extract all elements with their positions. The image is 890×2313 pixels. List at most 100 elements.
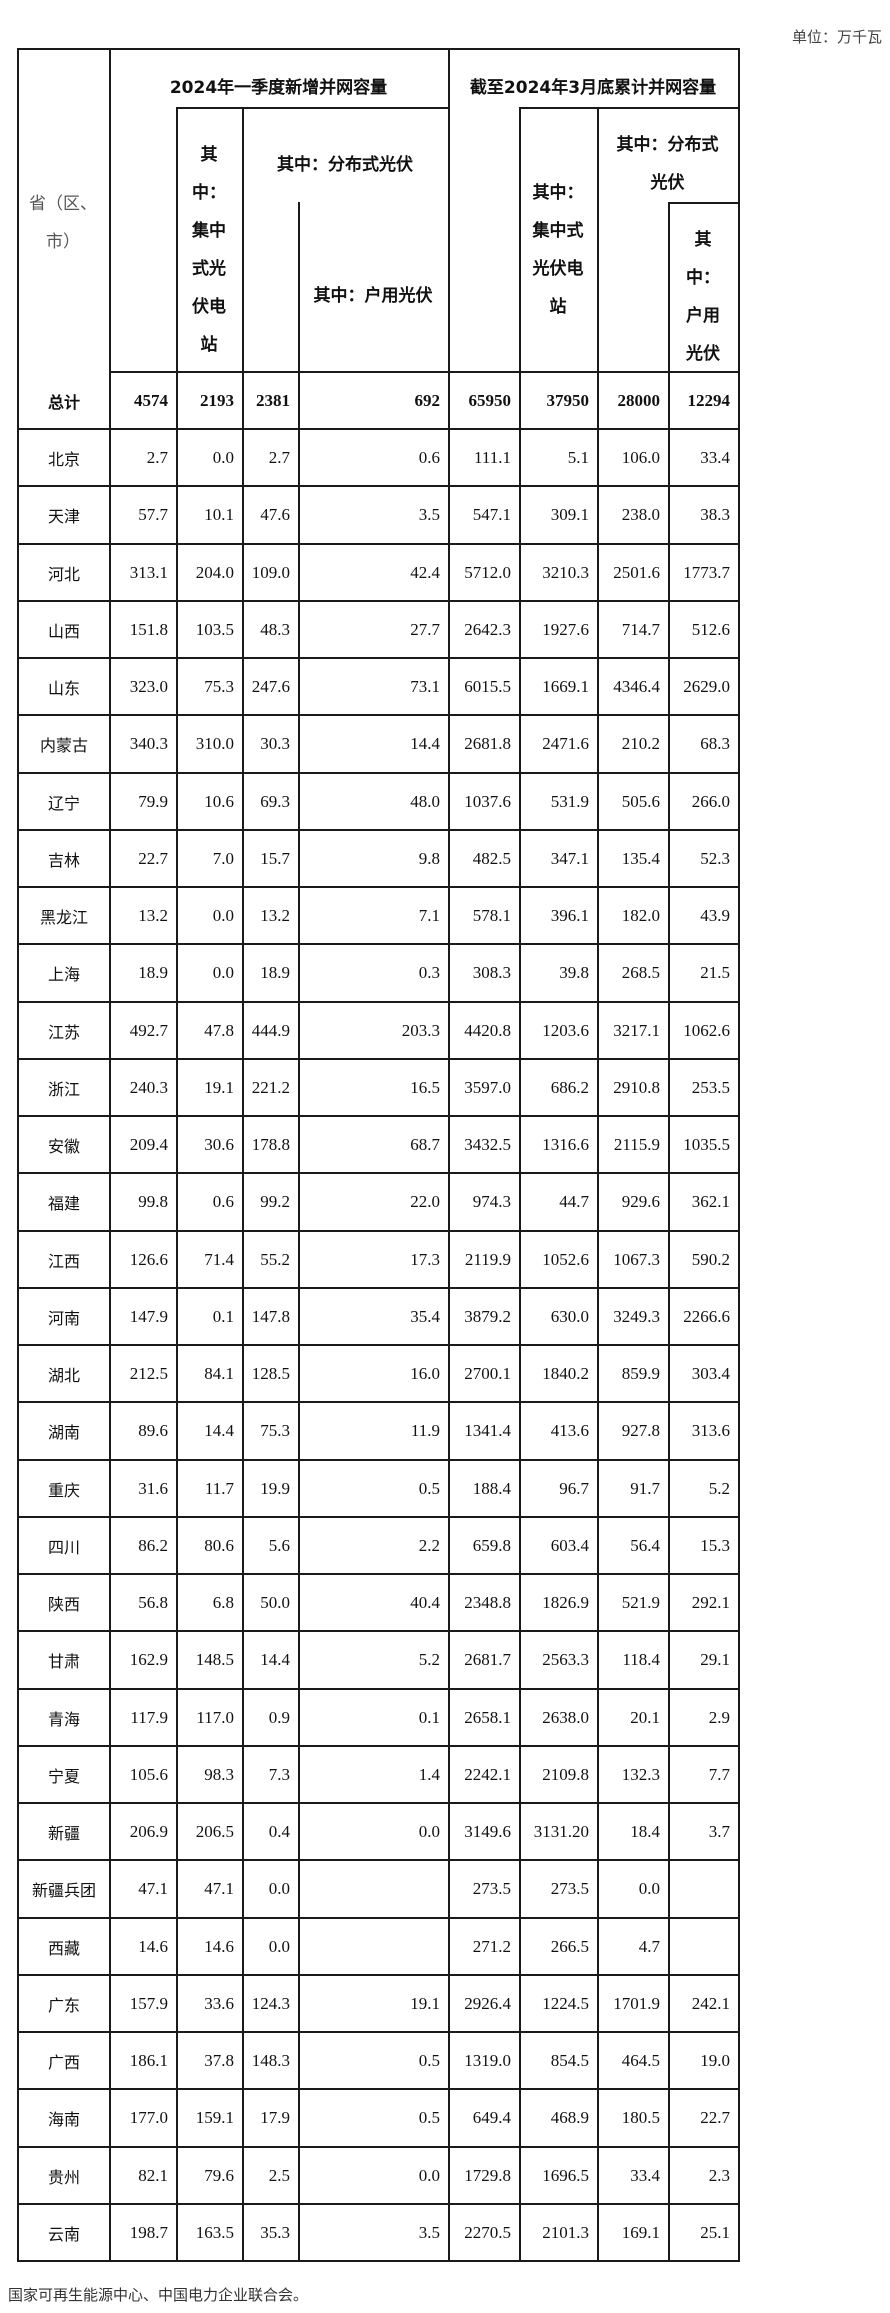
table-cell-value: 1224.5 bbox=[542, 1993, 589, 2013]
table-cell-value: 117.9 bbox=[130, 1707, 168, 1727]
table-cell-value: 15.7 bbox=[260, 848, 290, 868]
total-value: 692 bbox=[414, 390, 441, 410]
table-cell-value: 929.6 bbox=[621, 1192, 660, 1211]
grid-line bbox=[17, 48, 19, 2262]
table-cell-value: 47.8 bbox=[204, 1020, 234, 1040]
table-cell-value: 2.9 bbox=[708, 1707, 730, 1727]
province-name: 甘肃 bbox=[47, 1652, 80, 1671]
grid-line bbox=[17, 2260, 740, 2262]
table-cell-value: 39.8 bbox=[559, 963, 589, 982]
grid-line bbox=[17, 1459, 740, 1461]
table-cell-value: 84.1 bbox=[204, 1363, 234, 1383]
q1-household-header: 其中：户用光伏 bbox=[313, 286, 433, 306]
table-cell-value: 47.6 bbox=[260, 505, 290, 524]
province-name: 吉林 bbox=[47, 850, 80, 870]
table-cell-value: 0.3 bbox=[418, 963, 440, 982]
table-cell-value: 590.2 bbox=[691, 1249, 730, 1269]
table-cell-value: 512.6 bbox=[691, 619, 730, 639]
province-name: 宁夏 bbox=[47, 1766, 80, 1786]
table-cell-value: 124.3 bbox=[251, 1993, 290, 2013]
grid-line bbox=[17, 1287, 740, 1289]
table-cell-value: 126.6 bbox=[129, 1249, 168, 1269]
table-cell-value: 11.9 bbox=[410, 1421, 440, 1440]
table-cell-value: 162.9 bbox=[129, 1650, 168, 1669]
header-line: 站 bbox=[200, 335, 218, 355]
table-cell-value: 16.0 bbox=[410, 1363, 440, 1383]
table-cell-value: 31.6 bbox=[138, 1478, 168, 1498]
table-cell-value: 3432.5 bbox=[464, 1134, 511, 1154]
province-name: 湖北 bbox=[47, 1365, 80, 1385]
table-cell-value: 9.8 bbox=[418, 848, 440, 868]
header-line: 其 bbox=[694, 230, 712, 250]
table-cell-value: 169.1 bbox=[621, 2222, 660, 2242]
total-value: 12294 bbox=[687, 390, 731, 410]
table-cell-value: 20.1 bbox=[630, 1707, 660, 1727]
table-cell-value: 177.0 bbox=[129, 2108, 168, 2127]
table-cell-value: 19.9 bbox=[260, 1478, 290, 1498]
table-cell-value: 0.0 bbox=[212, 447, 234, 467]
table-cell-value: 57.7 bbox=[138, 505, 168, 524]
grid-line bbox=[17, 1573, 740, 1575]
grid-line bbox=[17, 543, 740, 545]
table-cell-value: 27.7 bbox=[410, 619, 440, 639]
table-cell-value: 686.2 bbox=[550, 1077, 589, 1097]
table-cell-value: 2.7 bbox=[268, 447, 290, 467]
table-cell-value: 75.3 bbox=[204, 676, 234, 696]
table-cell-value: 7.3 bbox=[268, 1764, 290, 1784]
table-cell-value: 48.0 bbox=[410, 791, 440, 811]
table-cell-value: 182.0 bbox=[621, 905, 660, 925]
table-cell-value: 0.1 bbox=[212, 1306, 234, 1326]
table-cell-value: 1035.5 bbox=[683, 1134, 730, 1154]
total-value: 2381 bbox=[256, 390, 290, 410]
table-cell-value: 33.4 bbox=[630, 2165, 660, 2185]
table-cell-value: 29.1 bbox=[700, 1650, 730, 1669]
table-cell-value: 2.7 bbox=[146, 447, 168, 467]
table-cell-value: 13.2 bbox=[138, 905, 168, 925]
table-cell-value: 0.6 bbox=[212, 1192, 234, 1211]
table-cell-value: 19.1 bbox=[410, 1993, 440, 2013]
table-cell-value: 1773.7 bbox=[683, 562, 730, 582]
cum-household-header: 其 中： 户用 光伏 bbox=[668, 221, 738, 373]
table-cell-value: 210.2 bbox=[621, 734, 660, 753]
table-cell-value: 7.7 bbox=[708, 1764, 730, 1784]
table-cell-value: 35.3 bbox=[260, 2222, 290, 2242]
table-cell-value: 71.4 bbox=[204, 1249, 234, 1269]
grid-line bbox=[17, 772, 740, 774]
grid-line bbox=[519, 107, 521, 2262]
table-cell-value: 2681.8 bbox=[464, 734, 511, 753]
table-cell-value: 109.0 bbox=[251, 562, 290, 582]
province-name: 广西 bbox=[47, 2052, 80, 2072]
table-cell-value: 854.5 bbox=[550, 2050, 589, 2070]
grid-line bbox=[17, 1688, 740, 1690]
table-cell-value: 2910.8 bbox=[613, 1077, 660, 1097]
table-cell-value: 198.7 bbox=[129, 2222, 168, 2242]
table-cell-value: 3217.1 bbox=[613, 1020, 660, 1040]
table-cell-value: 649.4 bbox=[472, 2108, 511, 2127]
grid-line bbox=[17, 886, 740, 888]
table-cell-value: 603.4 bbox=[550, 1535, 589, 1555]
table-cell-value: 22.7 bbox=[700, 2108, 730, 2127]
table-cell-value: 2348.8 bbox=[464, 1592, 511, 1612]
table-cell-value: 3.5 bbox=[418, 2222, 440, 2242]
grid-line bbox=[668, 202, 670, 2262]
table-cell-value: 1052.6 bbox=[542, 1249, 589, 1269]
grid-line bbox=[17, 1230, 740, 1232]
table-cell-value: 56.8 bbox=[138, 1592, 168, 1612]
province-column-header: 省（区、 市） bbox=[17, 185, 109, 261]
cumulative-group-header: 截至2024年3月底累计并网容量 bbox=[469, 78, 717, 98]
table-cell-value: 347.1 bbox=[550, 848, 589, 868]
grid-line bbox=[17, 2031, 740, 2033]
table-cell-value: 75.3 bbox=[260, 1421, 290, 1440]
table-cell-value: 30.3 bbox=[260, 734, 290, 753]
grid-line bbox=[17, 1859, 740, 1861]
header-line: 中： bbox=[686, 268, 720, 288]
table-cell-value: 203.3 bbox=[401, 1020, 440, 1040]
grid-line bbox=[17, 48, 740, 50]
table-cell-value: 3879.2 bbox=[464, 1306, 511, 1326]
table-cell-value: 68.7 bbox=[410, 1134, 440, 1154]
province-name: 新疆 bbox=[47, 1823, 80, 1843]
q1-distributed-header: 其中：分布式光伏 bbox=[277, 155, 413, 175]
header-line: 集中式 bbox=[532, 221, 584, 241]
table-cell-value: 4420.8 bbox=[464, 1020, 511, 1040]
header-line: 市） bbox=[46, 232, 80, 252]
